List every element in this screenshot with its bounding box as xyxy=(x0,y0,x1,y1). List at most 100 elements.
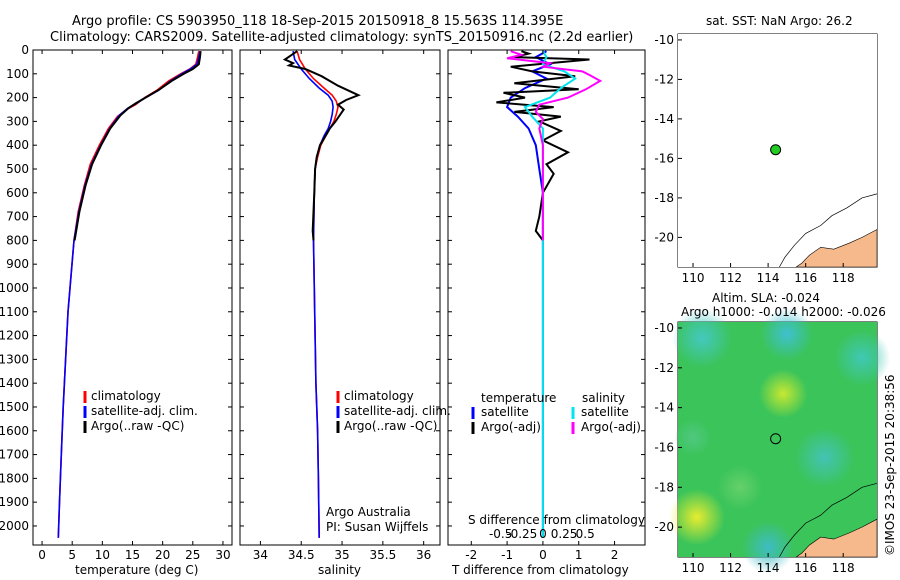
contour-line xyxy=(779,482,878,558)
sal-xlabel: salinity xyxy=(318,563,362,577)
series-line xyxy=(57,51,200,538)
sst-map-title: sat. SST: NaN Argo: 26.2 xyxy=(706,14,853,28)
legend-header: temperature xyxy=(481,391,556,405)
map-y-tick-label: -14 xyxy=(654,401,674,415)
legend-header: salinity xyxy=(582,391,625,405)
map-x-tick-label: 116 xyxy=(794,561,817,575)
legend-label: Argo(..raw -QC) xyxy=(344,419,437,433)
map-y-tick-label: -12 xyxy=(654,72,674,86)
x-tick-label: 1 xyxy=(575,548,583,562)
legend-label: Argo(-adj) xyxy=(581,420,641,434)
diff-top-label: S difference from climatology xyxy=(468,513,645,527)
sla-map-title-line1: Altim. SLA: -0.024 xyxy=(712,291,821,305)
heatmap-blob xyxy=(758,369,808,419)
map-x-tick-label: 114 xyxy=(757,561,780,575)
x-tick-label: 10 xyxy=(95,548,110,562)
map-x-tick-label: 110 xyxy=(682,271,705,285)
map-x-tick-label: 110 xyxy=(682,561,705,575)
x-tick-label: -1 xyxy=(501,548,513,562)
depth-tick-label: 500 xyxy=(6,162,29,176)
depth-tick-label: 300 xyxy=(6,114,29,128)
x-tick-label: 25 xyxy=(185,548,200,562)
heatmap-blob xyxy=(668,489,725,546)
depth-tick-label: 1500 xyxy=(0,400,29,414)
legend-label: climatology xyxy=(91,389,161,403)
depth-tick-label: 0 xyxy=(21,43,29,57)
heatmap-blob xyxy=(794,427,855,488)
map-x-tick-label: 112 xyxy=(719,271,742,285)
series-line xyxy=(523,50,578,538)
argo-location-marker xyxy=(770,433,782,445)
map-y-tick-label: -10 xyxy=(654,321,674,335)
depth-tick-label: 1200 xyxy=(0,329,29,343)
x-tick-label: 20 xyxy=(155,548,170,562)
legend-label: satellite-adj. clim. xyxy=(91,404,198,418)
depth-tick-label: 100 xyxy=(6,67,29,81)
sla-heatmap xyxy=(668,34,891,574)
map-y-tick-label: -16 xyxy=(654,151,674,165)
depth-tick-label: 400 xyxy=(6,138,29,152)
depth-tick-label: 1000 xyxy=(0,281,29,295)
heatmap-blob xyxy=(674,418,712,457)
series-line xyxy=(73,51,202,241)
series-line xyxy=(57,51,201,538)
depth-tick-label: 600 xyxy=(6,186,29,200)
depth-tick-label: 200 xyxy=(6,91,29,105)
diff-xlabel: T difference from climatology xyxy=(452,563,629,577)
legend-label: satellite xyxy=(481,405,529,419)
profile-panel-frame xyxy=(239,49,441,546)
legend-label: Argo(..raw -QC) xyxy=(91,419,184,433)
map-y-tick-label: -14 xyxy=(654,112,674,126)
x-tick-label: 0 xyxy=(539,548,547,562)
map-y-tick-label: -20 xyxy=(654,230,674,244)
map-y-tick-label: -18 xyxy=(654,191,674,205)
contour-line xyxy=(779,193,878,268)
map-x-tick-label: 116 xyxy=(794,271,817,285)
series-line xyxy=(282,50,361,241)
depth-tick-label: 1800 xyxy=(0,471,29,485)
map-x-tick-label: 112 xyxy=(719,561,742,575)
depth-tick-label: 700 xyxy=(6,210,29,224)
x-tick-label: 34.5 xyxy=(288,548,315,562)
imos-credit: ©IMOS 23-Sep-2015 20:38:56 xyxy=(883,374,897,556)
argo-location-marker xyxy=(770,144,782,156)
legend-label: Argo(-adj) xyxy=(481,420,541,434)
map-y-tick-label: -16 xyxy=(654,440,674,454)
series-line xyxy=(292,51,334,538)
land-polygon xyxy=(795,229,878,268)
map-y-tick-label: -20 xyxy=(654,520,674,534)
land-polygon xyxy=(795,518,878,558)
x-tick-label: 5 xyxy=(68,548,76,562)
x-tick-label: 35.5 xyxy=(369,548,396,562)
depth-tick-label: 1900 xyxy=(0,495,29,509)
map-x-tick-label: 118 xyxy=(832,561,855,575)
x-tick-label: 2 xyxy=(611,548,619,562)
x-tick-label: 35 xyxy=(334,548,349,562)
legend-label: satellite-adj. clim. xyxy=(344,404,451,418)
x-tick-label-s: 0.5 xyxy=(576,527,595,541)
coastline-layer xyxy=(779,193,878,558)
legend-label: climatology xyxy=(344,389,414,403)
x-tick-label: 34 xyxy=(253,548,268,562)
figure-title-line2: Climatology: CARS2009. Satellite-adjuste… xyxy=(50,30,634,45)
depth-tick-label: 1600 xyxy=(0,424,29,438)
x-tick-label-s: -0.5 xyxy=(489,527,512,541)
annotation-institution: Argo Australia xyxy=(326,505,411,519)
depth-tick-label: 800 xyxy=(6,233,29,247)
x-tick-label-s: 0.25 xyxy=(551,527,578,541)
profile-panel-frame xyxy=(32,49,233,546)
annotation-pi: PI: Susan Wijffels xyxy=(326,520,429,534)
heatmap-blob xyxy=(760,307,814,361)
legend-label: satellite xyxy=(581,405,629,419)
map-y-tick-label: -18 xyxy=(654,480,674,494)
x-tick-label: 36 xyxy=(416,548,431,562)
heatmap-blob xyxy=(717,464,763,510)
x-tick-label: 15 xyxy=(125,548,140,562)
x-tick-label: -2 xyxy=(465,548,477,562)
depth-tick-label: 1100 xyxy=(0,305,29,319)
series-line xyxy=(506,50,603,241)
figure-title-line1: Argo profile: CS 5903950_118 18-Sep-2015… xyxy=(72,14,564,29)
x-tick-label: 30 xyxy=(215,548,230,562)
x-tick-label-s: 0 xyxy=(539,527,547,541)
